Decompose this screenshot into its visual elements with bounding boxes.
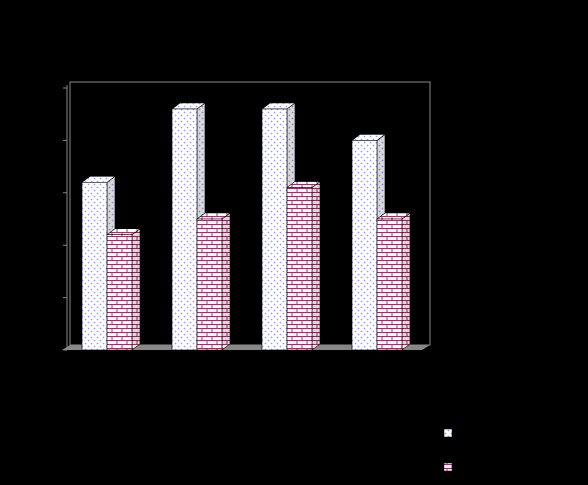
legend-swatch (443, 462, 453, 472)
bar-side (131, 228, 141, 351)
bar-side (401, 212, 411, 351)
bar (171, 108, 198, 351)
bar-side (221, 212, 231, 351)
legend-swatch (443, 428, 453, 438)
bar (196, 218, 223, 351)
floor (62, 345, 430, 350)
bar (261, 108, 288, 351)
bar (351, 140, 378, 351)
bar (286, 187, 313, 351)
bar (106, 234, 133, 351)
bar-side (311, 180, 321, 351)
bar (81, 182, 108, 351)
bar (376, 218, 403, 351)
